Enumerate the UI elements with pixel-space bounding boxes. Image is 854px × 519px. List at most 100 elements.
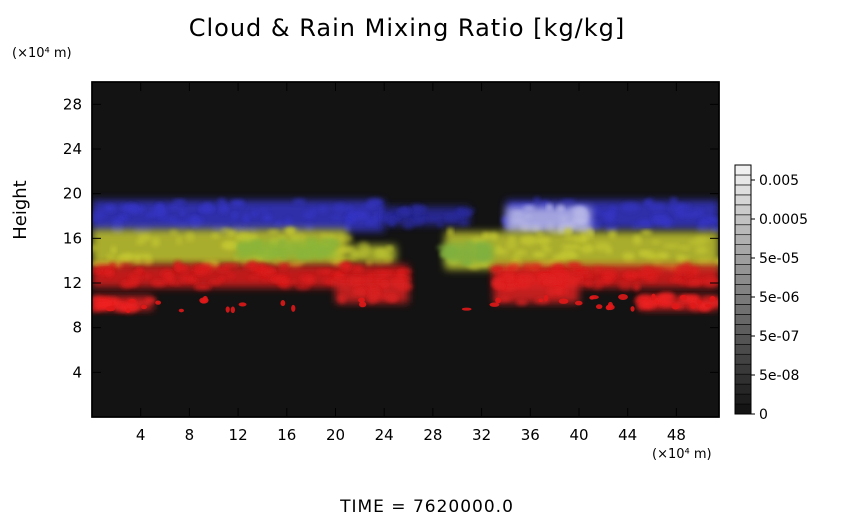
field-blob-9-30 — [193, 283, 212, 291]
field-blob-10-44 — [678, 278, 688, 285]
colorbar-label-2: 5e-05 — [759, 251, 799, 267]
colorbar-step-12 — [734, 284, 752, 295]
field-blob-5-11 — [358, 241, 370, 252]
field-blob-2-12 — [670, 197, 678, 205]
field-blob-4-35 — [130, 260, 148, 266]
colorbar-label-5: 5e-08 — [759, 368, 799, 384]
field-blob-11-16 — [506, 279, 517, 285]
rain-drop-34 — [679, 294, 687, 301]
field-blob-6-33 — [536, 232, 544, 237]
field-blob-10-42 — [675, 264, 690, 275]
field-blob-10-38 — [523, 263, 531, 272]
colorbar-step-2 — [734, 383, 752, 395]
field-blob-6-52 — [662, 243, 680, 249]
field-blob-0-70 — [172, 199, 186, 205]
field-blob-6-29 — [447, 227, 454, 237]
field-blob-0-65 — [231, 213, 238, 222]
field-blob-3-6 — [546, 222, 554, 232]
field-blob-9-53 — [151, 279, 167, 287]
field-blob-8-2 — [465, 240, 474, 247]
colorbar-label-4: 5e-07 — [759, 329, 799, 345]
field-blob-9-42 — [337, 262, 355, 270]
rain-drop-3 — [280, 300, 286, 307]
field-blob-1-20 — [436, 222, 444, 228]
colorbar-step-11 — [734, 294, 752, 305]
field-blob-6-60 — [520, 235, 537, 246]
field-blob-2-2 — [604, 224, 618, 233]
field-blob-6-19 — [564, 227, 573, 237]
y-tick-label-0: 4 — [72, 363, 82, 381]
field-blob-3-15 — [519, 222, 532, 232]
x-tick-label-9: 40 — [569, 426, 588, 444]
field-blob-0-61 — [185, 216, 204, 226]
field-blob-6-12 — [568, 253, 580, 259]
field-blob-10-36 — [505, 264, 515, 275]
field-blob-4-38 — [92, 244, 98, 252]
field-blob-9-68 — [175, 264, 192, 273]
field-blob-0-13 — [331, 214, 343, 221]
field-blob-5-10 — [386, 246, 394, 251]
field-blob-13-9 — [636, 294, 654, 303]
field-blob-5-9 — [366, 259, 373, 266]
field-blob-7-23 — [248, 240, 264, 246]
field-blob-3-0 — [559, 216, 568, 222]
field-blob-5-3 — [350, 251, 360, 257]
y-tick-label-2: 12 — [63, 274, 82, 292]
field-blob-9-74 — [243, 263, 257, 270]
field-blob-1-16 — [410, 220, 423, 227]
field-blob-13-11 — [657, 291, 676, 302]
field-blob-6-49 — [696, 258, 712, 264]
field-blob-0-60 — [347, 218, 357, 224]
field-blob-2-43 — [680, 211, 697, 218]
field-blob-0-6 — [284, 217, 293, 228]
rain-drop-15 — [589, 296, 595, 300]
field-blob-9-62 — [248, 275, 262, 280]
rain-drop-5 — [558, 298, 569, 304]
field-blob-0-31 — [262, 214, 273, 222]
field-blob-2-46 — [591, 207, 601, 215]
field-blob-4-53 — [169, 229, 178, 236]
field-blob-8-6 — [475, 251, 490, 261]
colorbar-step-0 — [734, 403, 752, 415]
rain-drop-4 — [230, 306, 236, 314]
field-blob-9-71 — [180, 274, 193, 283]
field-blob-4-37 — [118, 253, 134, 264]
rain-drop-14 — [697, 300, 702, 305]
field-blob-0-29 — [273, 221, 284, 226]
chart-title: Cloud & Rain Mixing Ratio [kg/kg] — [188, 14, 626, 42]
field-blob-10-26 — [576, 272, 594, 279]
plot-frame — [91, 81, 720, 418]
field-blob-4-2 — [175, 235, 183, 245]
field-blob-4-43 — [287, 227, 295, 237]
field-blob-0-66 — [112, 218, 124, 227]
field-blob-5-2 — [340, 256, 358, 261]
colorbar-step-22 — [734, 184, 752, 196]
field-blob-14-11 — [381, 281, 389, 286]
colorbar-step-1 — [734, 393, 752, 405]
field-blob-0-49 — [169, 216, 178, 226]
colorbar-step-10 — [734, 304, 752, 315]
field-blob-9-63 — [195, 263, 212, 269]
time-footer: TIME = 7620000.0 — [340, 497, 514, 517]
colorbar-step-4 — [734, 363, 752, 375]
field-blob-3-19 — [546, 203, 553, 211]
field-blob-9-77 — [395, 270, 405, 280]
field-blob-11-13 — [515, 279, 524, 284]
field-blob-9-72 — [191, 263, 200, 271]
field-blob-0-44 — [349, 211, 357, 217]
field-blob-6-18 — [482, 232, 490, 240]
field-blob-6-63 — [638, 250, 654, 256]
field-blob-0-28 — [218, 203, 229, 214]
colorbar-label-6: 0 — [759, 407, 768, 423]
field-blob-4-39 — [267, 229, 280, 235]
field-blob-0-69 — [179, 208, 186, 217]
field-blob-2-50 — [560, 199, 576, 205]
y-tick-label-3: 16 — [63, 229, 82, 247]
field-blob-11-14 — [491, 278, 505, 289]
field-blob-0-57 — [302, 211, 316, 219]
field-blob-3-17 — [571, 216, 588, 225]
field-blob-9-55 — [368, 272, 375, 280]
rain-drop-25 — [125, 308, 131, 313]
field-blob-1-19 — [389, 218, 396, 227]
